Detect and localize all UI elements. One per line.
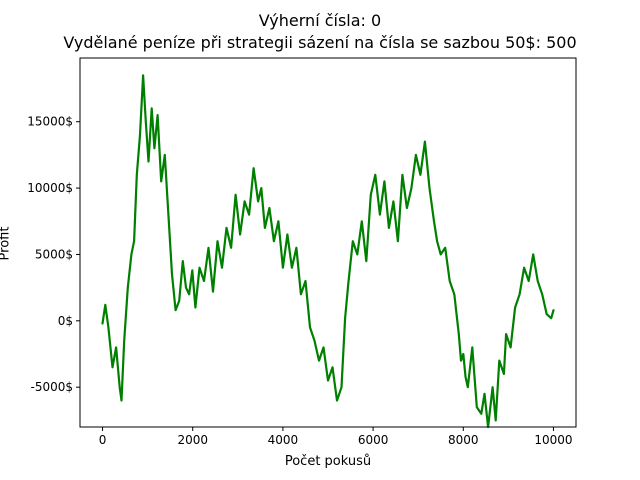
x-tick-label: 0	[99, 433, 107, 447]
x-axis-label: Počet pokusů	[284, 454, 372, 469]
series-layer	[101, 74, 555, 429]
x-tick-label: 8000	[448, 433, 479, 447]
x-tick-label: 6000	[358, 433, 389, 447]
chart-title-line2: Vydělané peníze při strategii sázení na …	[63, 33, 577, 52]
x-tick-label: 4000	[268, 433, 299, 447]
y-tick-label: 10000$	[27, 181, 73, 195]
y-axis-label: Profit	[0, 226, 13, 261]
series-line-0	[101, 74, 555, 429]
axes-layer: 0 2000 4000 6000 8000 10000 -5000$ 0$ 5000$ 10000…	[27, 57, 577, 447]
y-tick-label: 0$	[58, 314, 73, 328]
y-tick-label: 15000$	[27, 115, 73, 129]
y-tick-label: 5000$	[35, 247, 73, 261]
x-tick-label: 10000	[534, 433, 572, 447]
y-tick-label: -5000$	[30, 380, 73, 394]
chart-title-line1: Výherní čísla: 0	[258, 11, 382, 30]
axes-frame	[79, 57, 577, 428]
x-tick-label: 2000	[177, 433, 208, 447]
